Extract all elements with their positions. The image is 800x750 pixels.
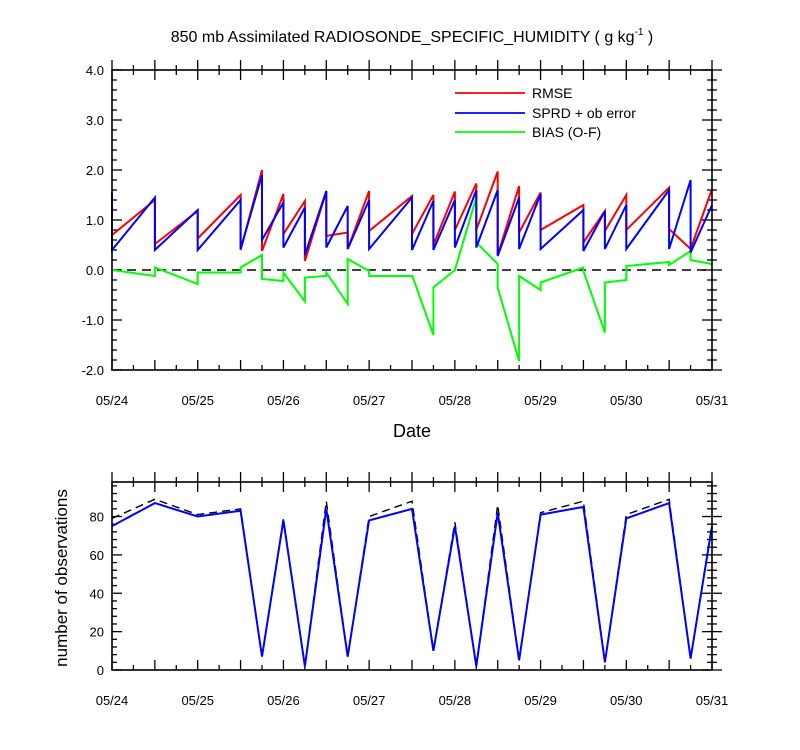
x-tick-label: 05/30 xyxy=(610,693,643,708)
x-tick-label: 05/31 xyxy=(696,393,729,408)
bottom-plot: 0 20 40 60 80 05/24 05/25 05/26 05/27 05/28 05/29… xyxy=(52,472,728,708)
title-text: 850 mb Assimilated RADIOSONDE_SPECIFIC_H… xyxy=(171,29,635,46)
top-y-tick-labels: -2.0 -1.0 0.0 1.0 2.0 3.0 4.0 xyxy=(82,63,104,378)
title-exponent: -1 xyxy=(635,27,644,38)
y-tick-label: 1.0 xyxy=(86,213,104,228)
x-tick-label: 05/27 xyxy=(353,693,386,708)
top-plot: -2.0-1.00.01.02.03.04.0 05/24 05/25 05/26 0… xyxy=(82,60,729,441)
series-line-observations-assimilated xyxy=(111,501,713,667)
y-tick-label: 4.0 xyxy=(86,63,104,78)
bottom-x-tick-labels: 05/24 05/25 05/26 05/27 05/28 05/29 05/30 05/31 xyxy=(96,693,729,708)
legend-label-rmse: RMSE xyxy=(532,85,572,101)
legend-label-sprd: SPRD + ob error xyxy=(532,105,636,121)
series-line-bias-o-f xyxy=(111,197,713,362)
y-tick-label: 2.0 xyxy=(86,163,104,178)
bottom-axis-ticks xyxy=(111,472,722,671)
bottom-plot-frame xyxy=(111,481,713,671)
x-tick-label: 05/31 xyxy=(696,693,729,708)
x-tick-label: 05/25 xyxy=(181,393,214,408)
bottom-series-group xyxy=(111,498,713,667)
series-line-observations-possible xyxy=(111,498,713,667)
x-axis-label: Date xyxy=(393,421,431,441)
x-tick-label: 05/26 xyxy=(267,693,300,708)
x-tick-label: 05/24 xyxy=(96,693,129,708)
chart-title: 850 mb Assimilated RADIOSONDE_SPECIFIC_H… xyxy=(171,27,654,46)
y-tick-label: 20 xyxy=(90,625,104,640)
top-plot-frame xyxy=(111,69,713,371)
legend: RMSE SPRD + ob error BIAS (O-F) xyxy=(455,85,636,140)
x-tick-label: 05/30 xyxy=(610,393,643,408)
x-tick-label: 05/25 xyxy=(181,693,214,708)
y-tick-label: 80 xyxy=(90,510,104,525)
x-tick-label: 05/27 xyxy=(353,393,386,408)
y-tick-label: 3.0 xyxy=(86,113,104,128)
y-tick-label: 0 xyxy=(97,663,104,678)
y-axis-label: number of observations xyxy=(52,489,71,667)
top-series-group xyxy=(111,169,713,362)
y-tick-label: 0.0 xyxy=(86,263,104,278)
bottom-y-tick-labels: 0 20 40 60 80 xyxy=(90,510,104,678)
x-tick-label: 05/24 xyxy=(96,393,129,408)
x-tick-label: 05/28 xyxy=(439,393,472,408)
x-tick-label: 05/29 xyxy=(524,693,557,708)
y-tick-label: 40 xyxy=(90,586,104,601)
x-tick-label: 05/28 xyxy=(439,693,472,708)
legend-label-bias: BIAS (O-F) xyxy=(532,124,601,140)
series-line-sprd-ob-error xyxy=(111,174,713,257)
y-tick-label: -2.0 xyxy=(82,363,104,378)
top-x-tick-labels: 05/24 05/25 05/26 05/27 05/28 05/29 05/30 05/31 xyxy=(96,393,729,408)
title-close: ) xyxy=(643,29,653,46)
y-tick-label: -1.0 xyxy=(82,313,104,328)
x-tick-label: 05/29 xyxy=(524,393,557,408)
x-tick-label: 05/26 xyxy=(267,393,300,408)
y-tick-label: 60 xyxy=(90,548,104,563)
